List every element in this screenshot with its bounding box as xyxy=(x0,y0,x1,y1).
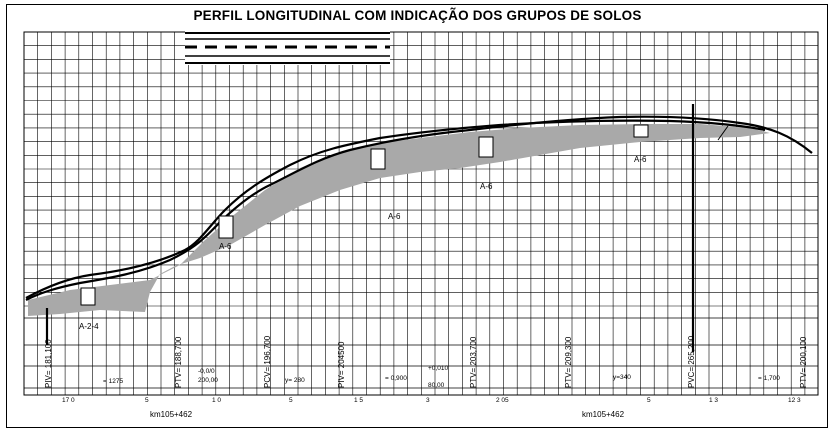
soil-label-a6a: A-6 xyxy=(219,242,232,251)
sample-box-a6d xyxy=(633,124,649,138)
grid-border xyxy=(23,31,819,396)
sample-box-a6c xyxy=(478,136,494,158)
station-label-ptv4: PTV= 200,100 xyxy=(799,336,808,388)
soil-label-a6d: A-6 xyxy=(634,155,647,164)
soil-fill xyxy=(28,124,770,316)
soil-label-a6c: A-6 xyxy=(480,182,493,191)
row2-note: 1 3 xyxy=(709,397,718,404)
grid xyxy=(23,31,819,396)
drawing-title: PERFIL LONGITUDINAL COM INDICAÇÃO DOS GR… xyxy=(193,8,642,23)
tangent-tick xyxy=(717,125,729,141)
row2-note: 1 5 xyxy=(354,397,363,404)
station-label-piv2: PIV= 204500 xyxy=(337,341,346,388)
row2-note: 5 xyxy=(145,397,149,404)
soil-label-a24: A-2-4 xyxy=(79,322,99,331)
station-label-ptv2: PTV= 203,700 xyxy=(469,336,478,388)
soil-label-a6b: A-6 xyxy=(388,212,401,221)
station-label-pvc: PVC= 265,200 xyxy=(687,335,696,388)
sample-box-a6b xyxy=(370,148,386,170)
row1-note: +0,010 xyxy=(428,365,448,372)
row1-note: y=340 xyxy=(613,374,631,381)
legend-block xyxy=(185,31,390,65)
sample-box-a24 xyxy=(80,287,96,306)
row2-note: 1 0 xyxy=(212,397,221,404)
station-label-ptv1: PTV= 188,700 xyxy=(174,336,183,388)
sample-box-a6a xyxy=(218,215,234,239)
km-label-left: km105+462 xyxy=(150,410,193,419)
row1-note: y= 280 xyxy=(285,377,305,384)
row1-note: = 0,900 xyxy=(385,375,407,382)
row2-note: 5 xyxy=(289,397,293,404)
row1-note: 200,00 xyxy=(198,377,218,384)
drawing-frame xyxy=(6,4,828,428)
row2-note: 2 05 xyxy=(496,397,509,404)
row1-note: = 1,700 xyxy=(758,375,780,382)
terrain-line xyxy=(25,115,813,301)
station-label-pcv1: PCV= 196,700 xyxy=(263,335,272,388)
row1-note: 80,00 xyxy=(428,382,445,389)
row1-note: = 1275 xyxy=(103,378,123,385)
grade-line xyxy=(25,119,766,299)
row2-note: 3 xyxy=(426,397,430,404)
row2-note: 17 0 xyxy=(62,397,75,404)
km-label-right: km105+462 xyxy=(582,410,625,419)
station-label-ptv3: PTV= 209,300 xyxy=(564,336,573,388)
row2-note: 5 xyxy=(647,397,651,404)
row2-note: 12 3 xyxy=(788,397,801,404)
station-label-piv1: PIV= 181,100 xyxy=(44,339,53,388)
row1-note: -0,0/0 xyxy=(198,368,215,375)
